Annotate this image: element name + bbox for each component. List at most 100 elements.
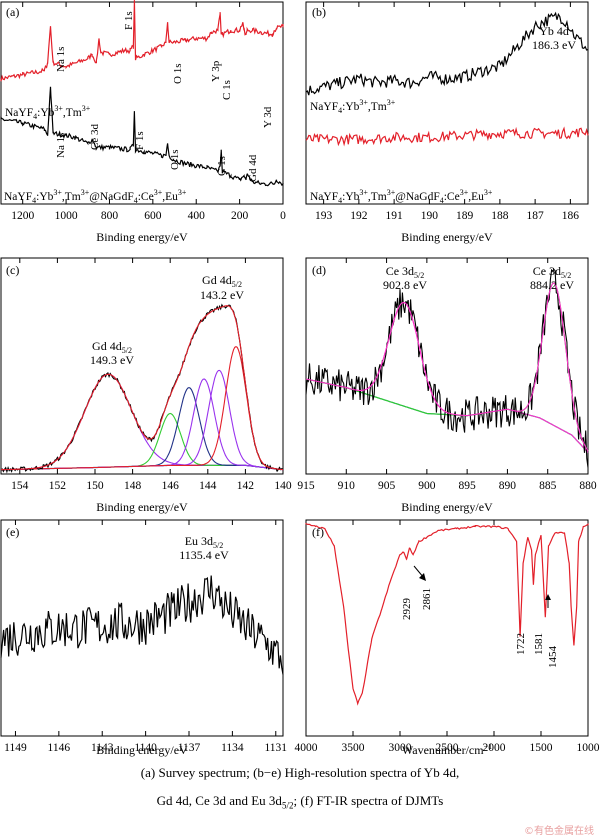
panel-c-frame	[0, 257, 284, 475]
panel-e-frame	[0, 519, 284, 737]
panel-d-tick-label: 915	[297, 480, 315, 492]
panel-c-tick-label: 150	[86, 480, 104, 492]
svg-text:1454: 1454	[547, 646, 559, 669]
panel-f-tick-label: 3000	[389, 742, 412, 754]
panel-f-series-red	[305, 522, 589, 706]
panel-b-tick-label: 192	[350, 210, 368, 222]
panel-c-tick-label: 144	[199, 480, 217, 492]
panel-a-tick-label: 1000	[55, 210, 78, 222]
panel-c-peak2-label: Gd 4d5/2	[202, 273, 242, 289]
panel-d-envelope	[305, 282, 589, 452]
panel-d-background	[305, 378, 589, 453]
panel-d-tick-label: 880	[579, 480, 597, 492]
panel-c-tick-label: 146	[162, 480, 180, 492]
svg-text:Ce 3d: Ce 3d	[89, 124, 101, 150]
panel-b-label-black: NaYF4:Yb3+,Tm3+	[310, 98, 396, 115]
panel-f-band-labels: 2929 2861 1722 1581 1454	[401, 588, 559, 668]
panel-c-component	[1, 412, 284, 471]
svg-text:Y 3d: Y 3d	[262, 106, 274, 128]
panel-d-raw	[305, 268, 589, 468]
panel-f-xlabel: Wavenumber/cm−1	[402, 742, 492, 757]
panel-a-tick-label: 400	[188, 210, 206, 222]
svg-text:Y 3p: Y 3p	[210, 60, 222, 82]
panel-c-tick-label: 148	[124, 480, 142, 492]
panel-b-tick-label: 188	[491, 210, 509, 222]
panel-a-tick-label: 600	[144, 210, 162, 222]
panel-a-tick-label: 200	[231, 210, 249, 222]
panel-b-tick-label: 190	[421, 210, 439, 222]
panel-e-xlabel-visible: Binding energy/eV	[96, 743, 188, 757]
panel-a-label-black: NaYF4:Yb3+,Tm3+@NaGdF4:Ce3+,Eu3+	[4, 188, 187, 205]
panel-e-tick-label: 1134	[221, 742, 244, 754]
panel-a-tag: (a)	[6, 5, 19, 19]
panel-c-tick-label: 142	[237, 480, 255, 492]
panel-c-envelope	[0, 305, 284, 471]
watermark: ©有色金属在线	[524, 826, 594, 837]
panel-d-tick-label: 905	[378, 480, 396, 492]
panel-d-tag: (d)	[312, 263, 326, 277]
panel-b-tick-label: 189	[456, 210, 474, 222]
svg-text:C 1s: C 1s	[221, 80, 233, 100]
panel-f-tick-label: 2000	[483, 742, 506, 754]
panel-d-tick-label: 900	[418, 480, 436, 492]
panel-f-tick-label: 3500	[342, 742, 365, 754]
panel-d-tick-label: 885	[539, 480, 557, 492]
panel-f: 4000 3500 3000 2500 2000 1500 1000 (f) 2929 28…	[295, 519, 600, 754]
panel-f-arrow-1581	[545, 594, 551, 608]
panel-e-series-black	[0, 575, 284, 675]
panel-a-series-black	[0, 86, 284, 187]
panel-f-frame	[305, 519, 589, 737]
panel-a: 1200 1000 800 600 400 200 0 (a) Binding energy…	[0, 0, 286, 244]
panel-a-plot: 1200 1000 800 600 400 200 0	[0, 0, 286, 222]
panel-e: 1149 1146 1143 1140 1137 1134 1131 (e) Binding…	[0, 519, 287, 754]
svg-text:F 1s: F 1s	[123, 11, 135, 30]
panel-b-tick-label: 187	[527, 210, 545, 222]
panel-a-tick-label: 1200	[11, 210, 34, 222]
panel-e-tick-label: 1143	[91, 742, 114, 754]
panel-a-series-red	[0, 0, 284, 82]
panel-c: 154 152 150 148 146 144 142 140 (c) Binding ene…	[0, 257, 292, 514]
panel-c-xlabel: Binding energy/eV	[96, 500, 188, 514]
caption-line-1: (a) Survey spectrum; (b−e) High-resoluti…	[140, 765, 460, 780]
svg-text:C 1s: C 1s	[216, 156, 228, 176]
panel-c-tag: (c)	[6, 263, 19, 277]
panel-b-tag: (b)	[312, 5, 326, 19]
panel-b-plot: 193 192 191 190 189 188 187 186	[305, 2, 589, 222]
panel-d-tick-label: 895	[459, 480, 477, 492]
panel-b-series-black	[305, 11, 589, 96]
panel-a-tick-label: 800	[101, 210, 119, 222]
panel-f-tick-label: 4000	[295, 742, 318, 754]
panel-a-peak-label: Na 1s F 1s O 1s Y 3p C 1s Y 3d Na 1s Ce …	[55, 11, 274, 182]
panel-b-peak-label: Yb 4d	[539, 24, 569, 38]
panel-b-tick-label: 193	[315, 210, 333, 222]
panel-d-frame	[305, 257, 589, 475]
panel-d-tick-label: 890	[499, 480, 517, 492]
panel-b-label-red: NaYF4:Yb3+,Tm3+@NaGdF4:Ce3+,Eu3+	[310, 188, 493, 205]
panel-d-plot: 915 910 905 900 895 890 885 880	[297, 258, 597, 492]
panel-a-label-red: NaYF4:Yb3+,Tm3+	[5, 104, 91, 121]
panel-a-tick-label: 0	[280, 210, 286, 222]
svg-text:1722: 1722	[515, 633, 527, 655]
panel-b-tick-label: 191	[386, 210, 404, 222]
panel-b-frame	[305, 1, 589, 205]
figure: 1200 1000 800 600 400 200 0 (a) Binding energy…	[0, 0, 600, 757]
svg-text:O 1s: O 1s	[172, 64, 184, 84]
panel-c-component	[1, 369, 284, 471]
svg-text:2861: 2861	[421, 588, 433, 610]
panel-c-raw	[0, 303, 284, 474]
panel-c-component	[1, 378, 284, 471]
panel-a-xlabel: Binding energy/eV	[96, 230, 188, 244]
svg-text:O 1s: O 1s	[169, 150, 181, 170]
panel-b: 193 192 191 190 189 188 187 186 (b) Binding ene…	[305, 1, 589, 244]
panel-f-tick-label: 1500	[530, 742, 553, 754]
panel-d-tick-label: 910	[338, 480, 356, 492]
panel-c-component	[1, 387, 284, 471]
panel-e-tick-label: 1146	[48, 742, 71, 754]
panel-e-tick-label: 1131	[264, 742, 287, 754]
panel-a-frame	[0, 1, 284, 205]
panel-d-component	[305, 301, 589, 453]
panel-c-peak2-value: 143.2 eV	[200, 288, 244, 302]
panel-b-tick-label: 186	[562, 210, 580, 222]
panel-d-xlabel: Binding energy/eV	[401, 500, 493, 514]
panel-f-tick-label: 1000	[577, 742, 600, 754]
